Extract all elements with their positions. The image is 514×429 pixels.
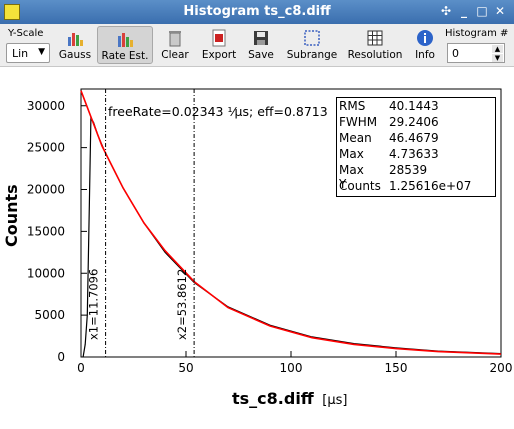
stats-value: 4.73633	[389, 147, 439, 161]
gauss-label: Gauss	[58, 49, 92, 61]
subrange-icon	[304, 30, 320, 46]
stats-key: Max Y	[339, 163, 364, 191]
save-icon	[254, 31, 268, 45]
subrange-button[interactable]: Subrange	[286, 26, 338, 64]
save-button[interactable]: Save	[245, 26, 277, 64]
app-icon	[4, 4, 20, 20]
statistics-box: RMS 40.1443 FWHM 29.2406 Mean 46.4679 Ma…	[336, 97, 496, 197]
close-button[interactable]: ✕	[494, 4, 506, 18]
stats-key: FWHM	[339, 115, 378, 129]
x1-marker-label: x1=11.7096	[87, 269, 101, 340]
x-tick-label: 200	[490, 361, 513, 375]
export-button[interactable]: Export	[199, 26, 239, 64]
rate-estimate-label: Rate Est.	[101, 50, 149, 62]
info-icon	[417, 30, 433, 46]
x2-marker-label: x2=53.8612	[175, 269, 189, 340]
spin-down-icon[interactable]: ▼	[492, 54, 503, 62]
x-tick-label: 0	[77, 361, 85, 375]
y-tick-label: 5000	[34, 308, 65, 322]
export-label: Export	[201, 49, 237, 61]
info-button[interactable]: Info	[412, 26, 438, 64]
y-tick-label: 30000	[27, 99, 65, 113]
clear-label: Clear	[161, 49, 189, 61]
window-title: Histogram ts_c8.diff	[183, 4, 331, 19]
minimize-button[interactable]: _	[461, 4, 467, 18]
y-axis-label: Counts	[2, 184, 21, 247]
x-tick-label: 150	[385, 361, 408, 375]
histogram-number-spinbox[interactable]: 0 ▲ ▼	[447, 43, 505, 63]
resolution-label: Resolution	[347, 49, 403, 61]
stats-key: Counts	[339, 179, 381, 193]
spin-up-icon[interactable]: ▲	[492, 45, 503, 53]
title-bar: Histogram ts_c8.diff ✣ _ □ ✕	[0, 0, 514, 24]
toolbar: Y-Scale Lin ▼ Gauss Rate Est. Clear Expo…	[0, 24, 514, 67]
y-tick-label: 10000	[27, 266, 65, 280]
yscale-select[interactable]: Lin ▼	[6, 43, 50, 63]
move-icon[interactable]: ✣	[440, 4, 452, 18]
y-tick-label: 20000	[27, 183, 65, 197]
x-axis-title: ts_c8.diff	[232, 389, 315, 408]
stats-value: 1.25616e+07	[389, 179, 472, 193]
stats-key: RMS	[339, 99, 366, 113]
y-tick-label: 0	[57, 350, 65, 364]
gauss-icon	[68, 33, 83, 46]
yscale-value: Lin	[12, 47, 29, 60]
resolution-button[interactable]: Resolution	[347, 26, 403, 64]
resolution-icon	[367, 30, 383, 46]
x-axis-unit: [µs]	[322, 393, 347, 408]
subrange-label: Subrange	[286, 49, 338, 61]
info-label: Info	[415, 49, 435, 61]
stats-value: 28539	[389, 163, 428, 177]
histogram-number-label: Histogram #	[445, 28, 509, 39]
stats-key: Mean	[339, 131, 372, 145]
save-label: Save	[248, 49, 274, 61]
y-tick-label: 25000	[27, 141, 65, 155]
rate-estimate-button[interactable]: Rate Est.	[97, 26, 153, 64]
maximize-button[interactable]: □	[476, 4, 488, 18]
gauss-button[interactable]: Gauss	[56, 26, 94, 64]
stats-value: 29.2406	[389, 115, 439, 129]
x-axis-label: ts_c8.diff [µs]	[232, 389, 347, 408]
rate-estimate-icon	[118, 33, 133, 47]
chevron-down-icon: ▼	[38, 47, 45, 57]
stats-value: 40.1443	[389, 99, 439, 113]
x-tick-label: 100	[280, 361, 303, 375]
x-tick-label: 50	[178, 361, 193, 375]
fit-curve	[80, 90, 502, 355]
stats-key: Max	[339, 147, 364, 161]
clear-button[interactable]: Clear	[158, 26, 192, 64]
histogram-number-value: 0	[452, 47, 459, 60]
free-rate-annotation: freeRate=0.02343 ¹⁄µs; eff=0.8713	[108, 104, 328, 119]
export-icon	[212, 29, 226, 47]
clear-icon	[169, 31, 181, 47]
y-tick-label: 15000	[27, 224, 65, 238]
stats-value: 46.4679	[389, 131, 439, 145]
yscale-label: Y-Scale	[8, 28, 44, 39]
